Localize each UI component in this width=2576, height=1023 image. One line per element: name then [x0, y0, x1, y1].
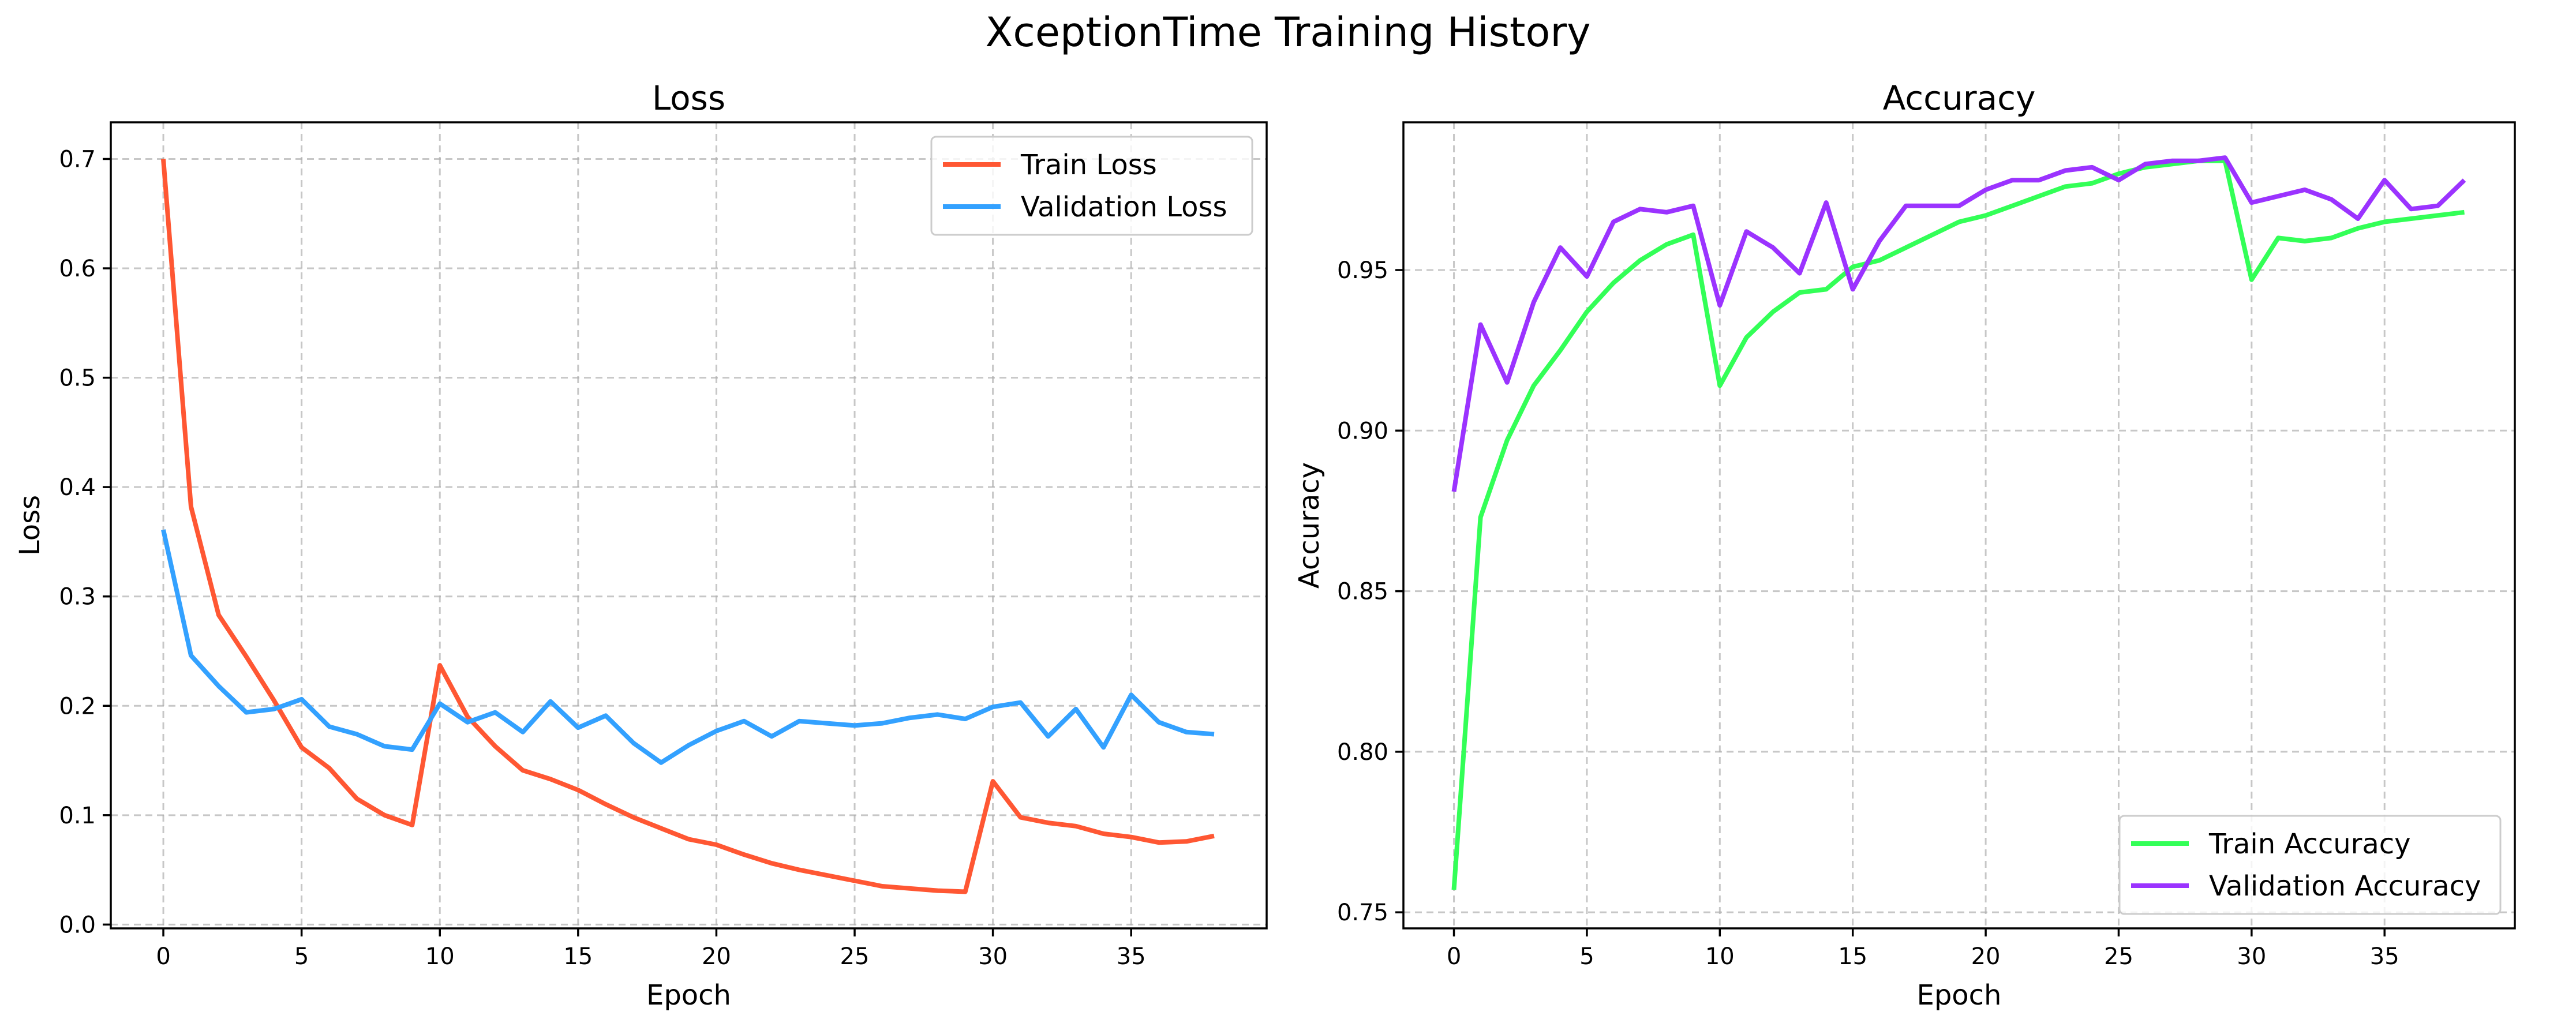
accuracy-chart-title: Accuracy	[1883, 78, 2036, 118]
x-tick-label: 10	[425, 943, 455, 970]
x-tick-label: 20	[1971, 943, 2001, 970]
x-tick-label: 30	[978, 943, 1008, 970]
y-tick-label: 0.7	[59, 147, 96, 173]
y-tick-label: 0.0	[59, 912, 96, 938]
x-tick-label: 30	[2237, 943, 2266, 970]
y-tick-label: 0.1	[59, 803, 96, 829]
x-tick-label: 15	[563, 943, 593, 970]
y-tick-label: 0.80	[1337, 739, 1388, 766]
y-tick-label: 0.90	[1337, 418, 1388, 444]
x-tick-label: 5	[1579, 943, 1594, 970]
x-tick-label: 20	[702, 943, 731, 970]
axes-frame	[1402, 121, 2516, 930]
loss-chart-title: Loss	[652, 78, 725, 118]
x-tick-label: 15	[1838, 943, 1867, 970]
y-tick-label: 0.6	[59, 256, 96, 282]
train-loss-legend-label: Train Loss	[1020, 149, 1157, 181]
x-axis-label: Epoch	[1917, 979, 2002, 1011]
validation-accuracy-line	[1451, 155, 2466, 492]
y-tick-label: 0.5	[59, 365, 96, 392]
x-tick-label: 35	[1117, 943, 1146, 970]
x-tick-label: 35	[2370, 943, 2399, 970]
y-tick-label: 0.4	[59, 474, 96, 501]
y-axis-label: Loss	[14, 495, 46, 556]
figure-title: XceptionTime Training History	[985, 9, 1590, 56]
x-tick-label: 25	[2104, 943, 2133, 970]
legend-frame	[930, 136, 1253, 236]
train-accuracy-line	[1451, 158, 2465, 890]
x-tick-label: 10	[1705, 943, 1735, 970]
x-tick-label: 0	[156, 943, 170, 970]
y-tick-label: 0.75	[1337, 900, 1388, 926]
validation-loss-line	[161, 529, 1215, 765]
validation-accuracy-legend-label: Validation Accuracy	[2209, 870, 2481, 902]
accuracy-panel: 0 5 10 15 20 25 30 35 0.75 0.80 0.85 0.90 0.95 Accura…	[1293, 78, 2516, 1011]
x-tick-label: 0	[1447, 943, 1461, 970]
x-tick-label: 5	[294, 943, 309, 970]
train-loss-line	[161, 159, 1215, 894]
train-accuracy-legend-label: Train Accuracy	[2208, 828, 2411, 860]
x-tick-label: 25	[840, 943, 870, 970]
loss-panel: 0 5 10 15 20 25 30 35 0.0 0.1 0.2 0.3 0.4 0.5 0.6 0.7 Lo…	[14, 78, 1268, 1011]
y-tick-label: 0.2	[59, 693, 96, 720]
x-axis-label: Epoch	[646, 979, 731, 1011]
y-tick-label: 0.95	[1337, 257, 1388, 284]
loss-legend: Train Loss Validation Loss	[930, 136, 1253, 236]
accuracy-legend: Train Accuracy Validation Accuracy	[2118, 815, 2502, 915]
y-axis-label: Accuracy	[1293, 462, 1326, 589]
y-tick-label: 0.85	[1337, 579, 1388, 605]
axes-frame	[110, 121, 1268, 930]
legend-frame	[2118, 815, 2502, 915]
validation-loss-legend-label: Validation Loss	[1021, 191, 1227, 223]
y-tick-label: 0.3	[59, 584, 96, 610]
